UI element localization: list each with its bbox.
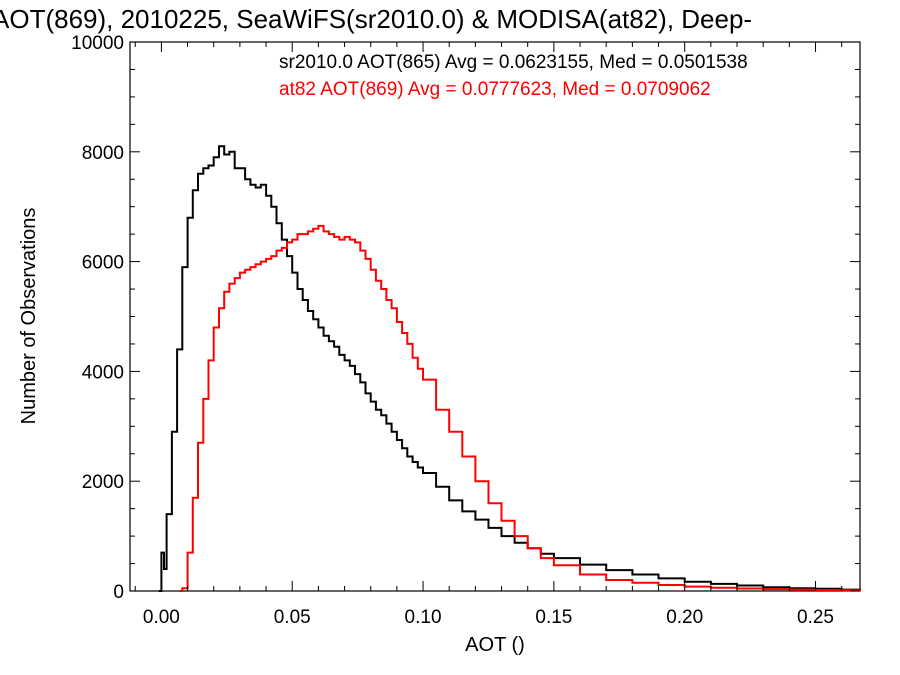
y-tick-label: 2000 (82, 472, 124, 493)
x-tick-label: 0.25 (797, 607, 834, 628)
y-tick-label: 6000 (82, 253, 124, 274)
y-tick-label: 0 (113, 582, 124, 603)
series-line-0 (158, 145, 861, 592)
chart-title: AOT(869), 2010225, SeaWiFS(sr2010.0) & M… (0, 4, 752, 34)
annotation-black: sr2010.0 AOT(865) Avg = 0.0623155, Med =… (279, 52, 748, 73)
x-tick-label: 0.00 (143, 607, 180, 628)
y-axis-label: Number of Observations (18, 208, 40, 425)
tick-layer: 0.00 0.05 0.10 0.15 0.20 0.25 0 2000 4000 6000 800… (71, 33, 860, 628)
x-axis-label: AOT () (465, 634, 525, 656)
plot-axes (129, 41, 861, 592)
y-tick-label: 4000 (82, 362, 124, 383)
x-tick-label: 0.05 (274, 607, 311, 628)
series-line-1 (179, 224, 861, 592)
x-tick-label: 0.20 (666, 607, 703, 628)
annotation-red: at82 AOT(869) Avg = 0.0777623, Med = 0.0… (279, 79, 711, 100)
series-layer (158, 145, 861, 592)
plot-frame (129, 41, 861, 592)
x-tick-label: 0.10 (405, 607, 442, 628)
x-tick-label: 0.15 (535, 607, 572, 628)
y-tick-label: 10000 (71, 33, 124, 54)
y-tick-label: 8000 (82, 143, 124, 164)
